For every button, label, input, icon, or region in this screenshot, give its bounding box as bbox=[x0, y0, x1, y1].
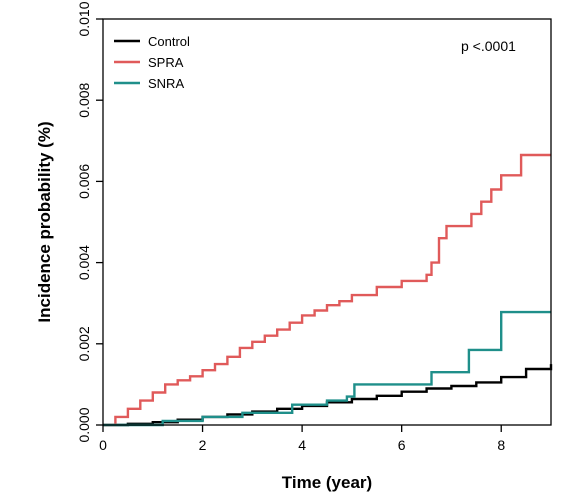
ticks-layer: 0 2 4 6 8 0.000 0.002 0.004 0.006 0.008 0.010 bbox=[76, 1, 505, 453]
plot-frame bbox=[102, 18, 552, 426]
legend: Control SPRA SNRA bbox=[114, 34, 190, 91]
y-tick-label: 0.002 bbox=[76, 326, 92, 361]
legend-label-snra: SNRA bbox=[148, 76, 184, 91]
x-axis-title: Time (year) bbox=[282, 473, 372, 492]
x-tick-label: 4 bbox=[298, 437, 306, 453]
y-tick-label: 0.010 bbox=[76, 1, 92, 36]
series-layer bbox=[103, 153, 553, 427]
legend-label-spra: SPRA bbox=[148, 55, 184, 70]
series-line-snra bbox=[103, 310, 551, 427]
series-line-control bbox=[103, 364, 553, 427]
series-line-spra bbox=[103, 153, 551, 427]
p-value-annotation: p <.0001 bbox=[461, 38, 516, 54]
x-tick-label: 2 bbox=[199, 437, 207, 453]
y-axis-title: Incidence probability (%) bbox=[35, 121, 54, 322]
axes-layer bbox=[102, 18, 552, 426]
x-tick-label: 0 bbox=[99, 437, 107, 453]
legend-label-control: Control bbox=[148, 34, 190, 49]
y-tick-label: 0.008 bbox=[76, 82, 92, 117]
y-tick-label: 0.000 bbox=[76, 407, 92, 442]
y-tick-label: 0.004 bbox=[76, 245, 92, 280]
y-tick-label: 0.006 bbox=[76, 164, 92, 199]
x-tick-label: 8 bbox=[497, 437, 505, 453]
x-tick-label: 6 bbox=[398, 437, 406, 453]
